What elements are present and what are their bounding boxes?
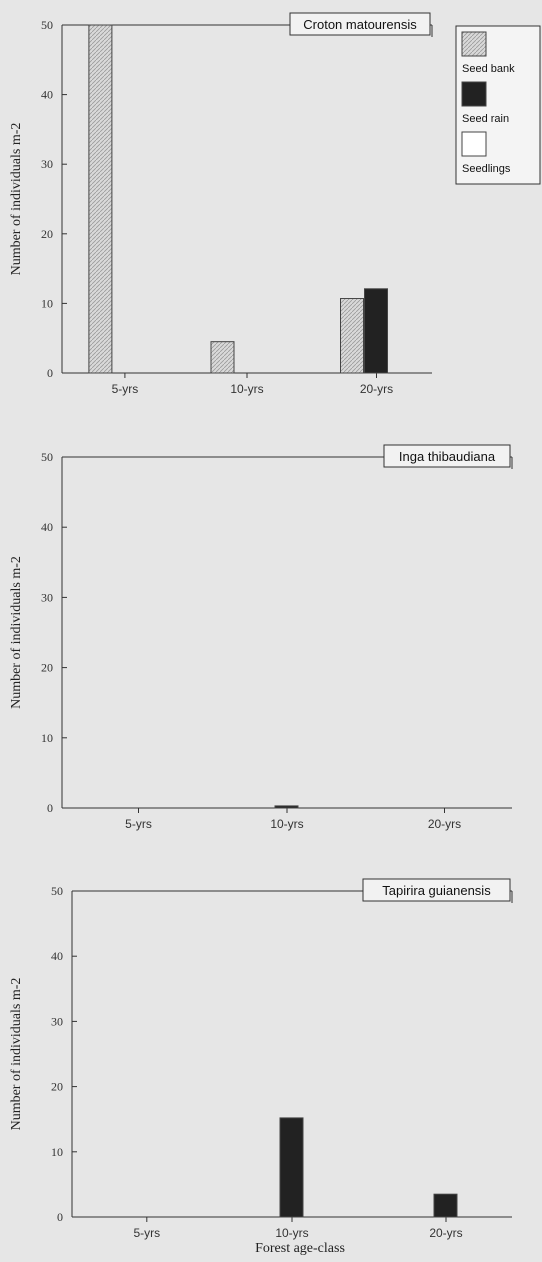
x-tick-label: 5-yrs <box>112 382 139 396</box>
x-tick-label: 10-yrs <box>275 1226 308 1240</box>
chart-panels: 0 10 20 30 40 50 Number of individuals m-2 Crot… <box>9 12 513 1240</box>
x-tick-label: 10-yrs <box>230 382 263 396</box>
bar-seed-rain <box>433 1193 458 1218</box>
legend-label: Seed bank <box>462 63 515 75</box>
species-label: Tapirira guianensis <box>382 883 491 898</box>
species-label-box <box>289 12 431 36</box>
x-tick-label: 10-yrs <box>270 817 303 831</box>
y-tick-label: 10 <box>41 296 53 310</box>
x-tick-label: 5-yrs <box>133 1226 160 1240</box>
x-tick-label: 20-yrs <box>360 382 393 396</box>
chart-panel-3: 0 10 20 30 40 50 Number of individuals m-2 Tapi… <box>9 878 513 1240</box>
y-tick-label: 20 <box>51 1080 63 1094</box>
y-tick-label: 20 <box>41 661 53 675</box>
legend-label: Seedlings <box>462 163 511 175</box>
bar-seed-rain <box>364 288 388 374</box>
species-label: Croton matourensis <box>303 17 417 32</box>
y-tick-label: 10 <box>41 731 53 745</box>
bar-seed-bank <box>88 24 113 374</box>
y-tick-label: 40 <box>41 88 53 102</box>
chart-panel-1: 0 10 20 30 40 50 Number of individuals m-2 Crot… <box>9 12 433 396</box>
y-tick-label: 30 <box>51 1014 63 1028</box>
y-tick-label: 20 <box>41 227 53 241</box>
bar-seed-bank <box>210 341 235 374</box>
legend-label: Seed rain <box>462 113 509 125</box>
bar-seed-rain <box>274 805 299 809</box>
y-tick-label: 30 <box>41 157 53 171</box>
x-tick-label: 5-yrs <box>125 817 152 831</box>
y-tick-label: 0 <box>47 801 53 815</box>
legend-swatch <box>461 131 487 157</box>
y-tick-label: 10 <box>51 1145 63 1159</box>
species-label: Inga thibaudiana <box>399 449 496 464</box>
bar-seed-rain <box>279 1117 304 1218</box>
y-tick-label: 40 <box>41 520 53 534</box>
y-tick-label: 0 <box>57 1210 63 1224</box>
legend: Seed bank Seed rain Seedlings <box>455 25 541 185</box>
x-tick-label: 20-yrs <box>428 817 461 831</box>
chart-panel-2: 0 10 20 30 40 50 Number of individuals m-2 Inga… <box>9 444 513 831</box>
y-axis-title: Number of individuals m-2 <box>9 556 24 709</box>
y-axis-title: Number of individuals m-2 <box>9 123 24 276</box>
x-tick-label: 20-yrs <box>429 1226 462 1240</box>
legend-swatch <box>461 31 487 57</box>
species-label-box <box>362 878 511 902</box>
y-axis-title: Number of individuals m-2 <box>9 978 24 1131</box>
bar-seed-bank <box>340 298 364 374</box>
y-tick-label: 40 <box>51 949 63 963</box>
legend-swatch <box>461 81 487 107</box>
y-tick-label: 50 <box>51 884 63 898</box>
species-label-box <box>383 444 511 468</box>
y-tick-label: 30 <box>41 590 53 604</box>
y-tick-label: 50 <box>41 18 53 32</box>
x-axis-title: Forest age-class <box>255 1241 345 1256</box>
y-tick-label: 50 <box>41 450 53 464</box>
y-tick-label: 0 <box>47 366 53 380</box>
